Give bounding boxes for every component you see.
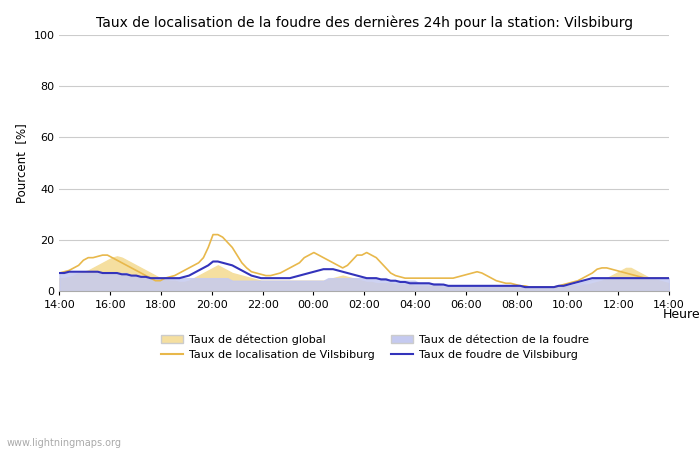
- Legend: Taux de détection global, Taux de localisation de Vilsbiburg, Taux de détection : Taux de détection global, Taux de locali…: [156, 330, 594, 365]
- Title: Taux de localisation de la foudre des dernières 24h pour la station: Vilsbiburg: Taux de localisation de la foudre des de…: [96, 15, 633, 30]
- Text: www.lightningmaps.org: www.lightningmaps.org: [7, 438, 122, 448]
- X-axis label: Heure: Heure: [662, 308, 700, 320]
- Y-axis label: Pourcent  [%]: Pourcent [%]: [15, 123, 28, 203]
